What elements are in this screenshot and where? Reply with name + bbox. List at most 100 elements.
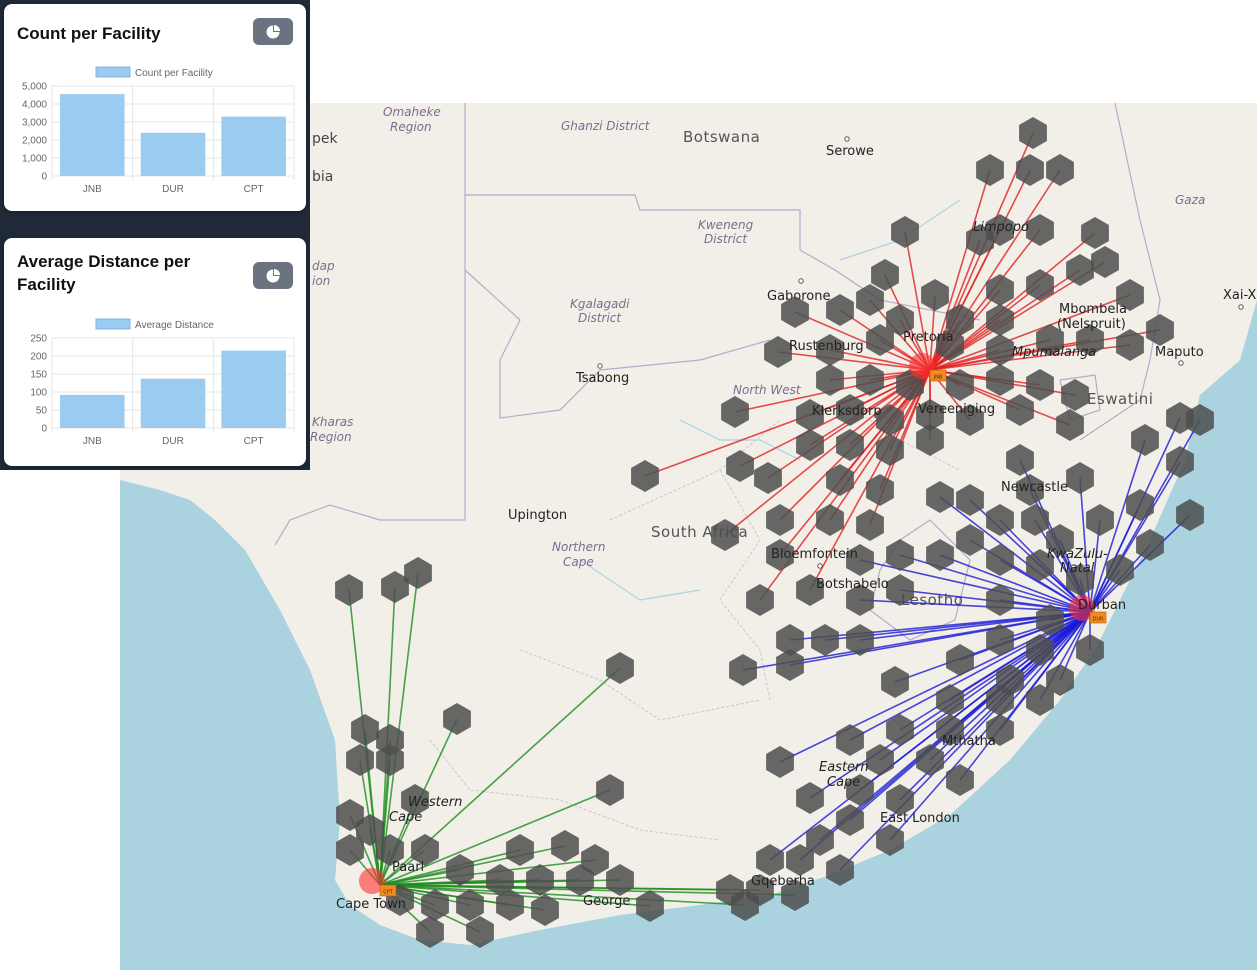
demand-hexagon[interactable] [886,714,914,746]
demand-hexagon[interactable] [986,684,1014,716]
demand-hexagon[interactable] [1046,524,1074,556]
demand-hexagon[interactable] [376,744,404,776]
demand-hexagon[interactable] [936,714,964,746]
demand-hexagon[interactable] [376,834,404,866]
demand-hexagon[interactable] [1131,424,1159,456]
demand-hexagon[interactable] [986,304,1014,336]
demand-hexagon[interactable] [1066,254,1094,286]
demand-hexagon[interactable] [781,879,809,911]
demand-hexagon[interactable] [336,834,364,866]
facility-dur[interactable]: DUR [1069,595,1107,624]
demand-hexagon[interactable] [876,404,904,436]
demand-hexagon[interactable] [876,434,904,466]
demand-hexagon[interactable] [846,584,874,616]
demand-hexagon[interactable] [886,539,914,571]
demand-hexagon[interactable] [881,666,909,698]
demand-hexagon[interactable] [856,509,884,541]
demand-hexagon[interactable] [421,889,449,921]
demand-hexagon[interactable] [711,519,739,551]
demand-hexagon[interactable] [356,814,384,846]
demand-hexagon[interactable] [721,396,749,428]
demand-hexagon[interactable] [986,504,1014,536]
demand-hexagon[interactable] [776,624,804,656]
demand-hexagon[interactable] [921,279,949,311]
bar-jnb[interactable] [60,394,125,428]
demand-hexagon[interactable] [866,744,894,776]
demand-hexagon[interactable] [776,649,804,681]
demand-hexagon[interactable] [1046,664,1074,696]
demand-hexagon[interactable] [936,684,964,716]
demand-hexagon[interactable] [816,504,844,536]
demand-hexagon[interactable] [986,274,1014,306]
demand-hexagon[interactable] [506,834,534,866]
demand-hexagon[interactable] [756,844,784,876]
demand-hexagon[interactable] [946,644,974,676]
demand-hexagon[interactable] [404,557,432,589]
demand-hexagon[interactable] [1019,117,1047,149]
demand-hexagon[interactable] [886,304,914,336]
demand-hexagon[interactable] [1166,446,1194,478]
demand-hexagon[interactable] [496,889,524,921]
demand-hexagon[interactable] [871,259,899,291]
demand-hexagon[interactable] [826,294,854,326]
demand-hexagon[interactable] [446,854,474,886]
demand-hexagon[interactable] [1016,474,1044,506]
demand-hexagon[interactable] [1061,379,1089,411]
demand-hexagon[interactable] [766,539,794,571]
demand-hexagon[interactable] [1081,217,1109,249]
demand-hexagon[interactable] [886,784,914,816]
demand-hexagon[interactable] [1066,462,1094,494]
demand-hexagon[interactable] [836,429,864,461]
demand-hexagon[interactable] [416,916,444,948]
demand-hexagon[interactable] [1026,269,1054,301]
demand-hexagon[interactable] [596,774,624,806]
demand-hexagon[interactable] [1076,634,1104,666]
demand-hexagon[interactable] [1021,504,1049,536]
bar-dur[interactable] [140,378,206,428]
demand-hexagon[interactable] [926,481,954,513]
bar-jnb[interactable] [60,94,125,176]
demand-hexagon[interactable] [856,284,884,316]
demand-hexagon[interactable] [796,574,824,606]
demand-hexagon[interactable] [846,544,874,576]
demand-hexagon[interactable] [946,764,974,796]
demand-hexagon[interactable] [729,654,757,686]
demand-hexagon[interactable] [606,652,634,684]
demand-hexagon[interactable] [1116,279,1144,311]
demand-hexagon[interactable] [796,429,824,461]
demand-hexagon[interactable] [531,894,559,926]
demand-hexagon[interactable] [916,399,944,431]
demand-hexagon[interactable] [746,584,774,616]
demand-hexagon[interactable] [1026,684,1054,716]
demand-hexagon[interactable] [891,216,919,248]
demand-hexagon[interactable] [926,539,954,571]
demand-hexagon[interactable] [566,864,594,896]
demand-hexagon[interactable] [376,724,404,756]
demand-hexagon[interactable] [866,474,894,506]
demand-hexagon[interactable] [986,364,1014,396]
demand-hexagon[interactable] [836,394,864,426]
demand-hexagon[interactable] [1006,394,1034,426]
demand-hexagon[interactable] [816,364,844,396]
demand-hexagon[interactable] [526,864,554,896]
demand-hexagon[interactable] [1186,404,1214,436]
demand-hexagon[interactable] [816,334,844,366]
demand-hexagon[interactable] [346,744,374,776]
demand-hexagon[interactable] [1176,499,1204,531]
demand-hexagon[interactable] [916,744,944,776]
demand-hexagon[interactable] [811,624,839,656]
demand-hexagon[interactable] [836,724,864,756]
demand-hexagon[interactable] [986,584,1014,616]
demand-hexagon[interactable] [581,844,609,876]
demand-hexagon[interactable] [731,889,759,921]
demand-hexagon[interactable] [826,464,854,496]
demand-hexagon[interactable] [846,774,874,806]
demand-hexagon[interactable] [466,916,494,948]
chart-type-button[interactable] [253,262,293,289]
bar-cpt[interactable] [221,116,286,176]
demand-hexagon[interactable] [401,784,429,816]
demand-hexagon[interactable] [486,864,514,896]
demand-hexagon[interactable] [796,782,824,814]
demand-hexagon[interactable] [443,703,471,735]
demand-hexagon[interactable] [836,804,864,836]
